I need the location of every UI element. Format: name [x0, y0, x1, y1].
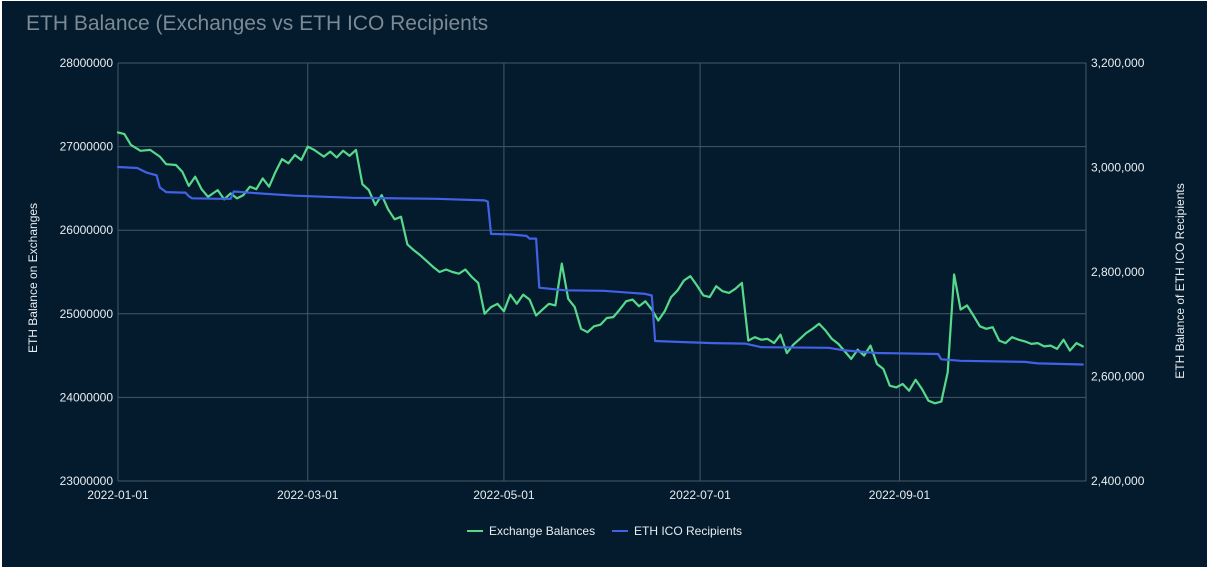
- legend-label-eth-ico-recipients: ETH ICO Recipients: [634, 524, 742, 538]
- y-tick-label: 23000000: [60, 474, 114, 488]
- right-axis-title: ETH Balance of ETH ICO Recipients: [1173, 183, 1187, 378]
- y2-tick-label: 3,200,000: [1091, 56, 1145, 70]
- x-tick-label: 2022-01-01: [87, 488, 149, 502]
- x-tick-label: 2022-09-01: [869, 488, 931, 502]
- y-tick-label: 26000000: [60, 223, 114, 237]
- y2-tick-label: 2,600,000: [1091, 370, 1145, 384]
- grid-lines: [117, 62, 1087, 482]
- y2-tick-label: 2,400,000: [1091, 474, 1145, 488]
- left-axis-title: ETH Balance on Exchanges: [26, 203, 40, 353]
- y-tick-label: 24000000: [60, 390, 114, 404]
- y-tick-label: 28000000: [60, 56, 114, 70]
- legend: Exchange Balances ETH ICO Recipients: [467, 524, 742, 538]
- x-tick-label: 2022-07-01: [669, 488, 731, 502]
- x-tick-label: 2022-05-01: [473, 488, 535, 502]
- y2-tick-label: 3,000,000: [1091, 161, 1145, 175]
- y-tick-label: 27000000: [60, 140, 114, 154]
- exchange-balances-line: [116, 131, 1084, 405]
- x-tick-label: 2022-03-01: [277, 488, 339, 502]
- legend-label-exchange-balances: Exchange Balances: [489, 524, 595, 538]
- series-layer: [116, 131, 1084, 405]
- chart-title: ETH Balance (Exchanges vs ETH ICO Recipi…: [26, 12, 489, 35]
- tick-labels: 23000000 24000000 25000000 26000000 27000000…: [60, 56, 1145, 502]
- eth-ico-recipients-line: [116, 165, 1084, 366]
- y-tick-label: 25000000: [60, 307, 114, 321]
- y2-tick-label: 2,800,000: [1091, 265, 1145, 279]
